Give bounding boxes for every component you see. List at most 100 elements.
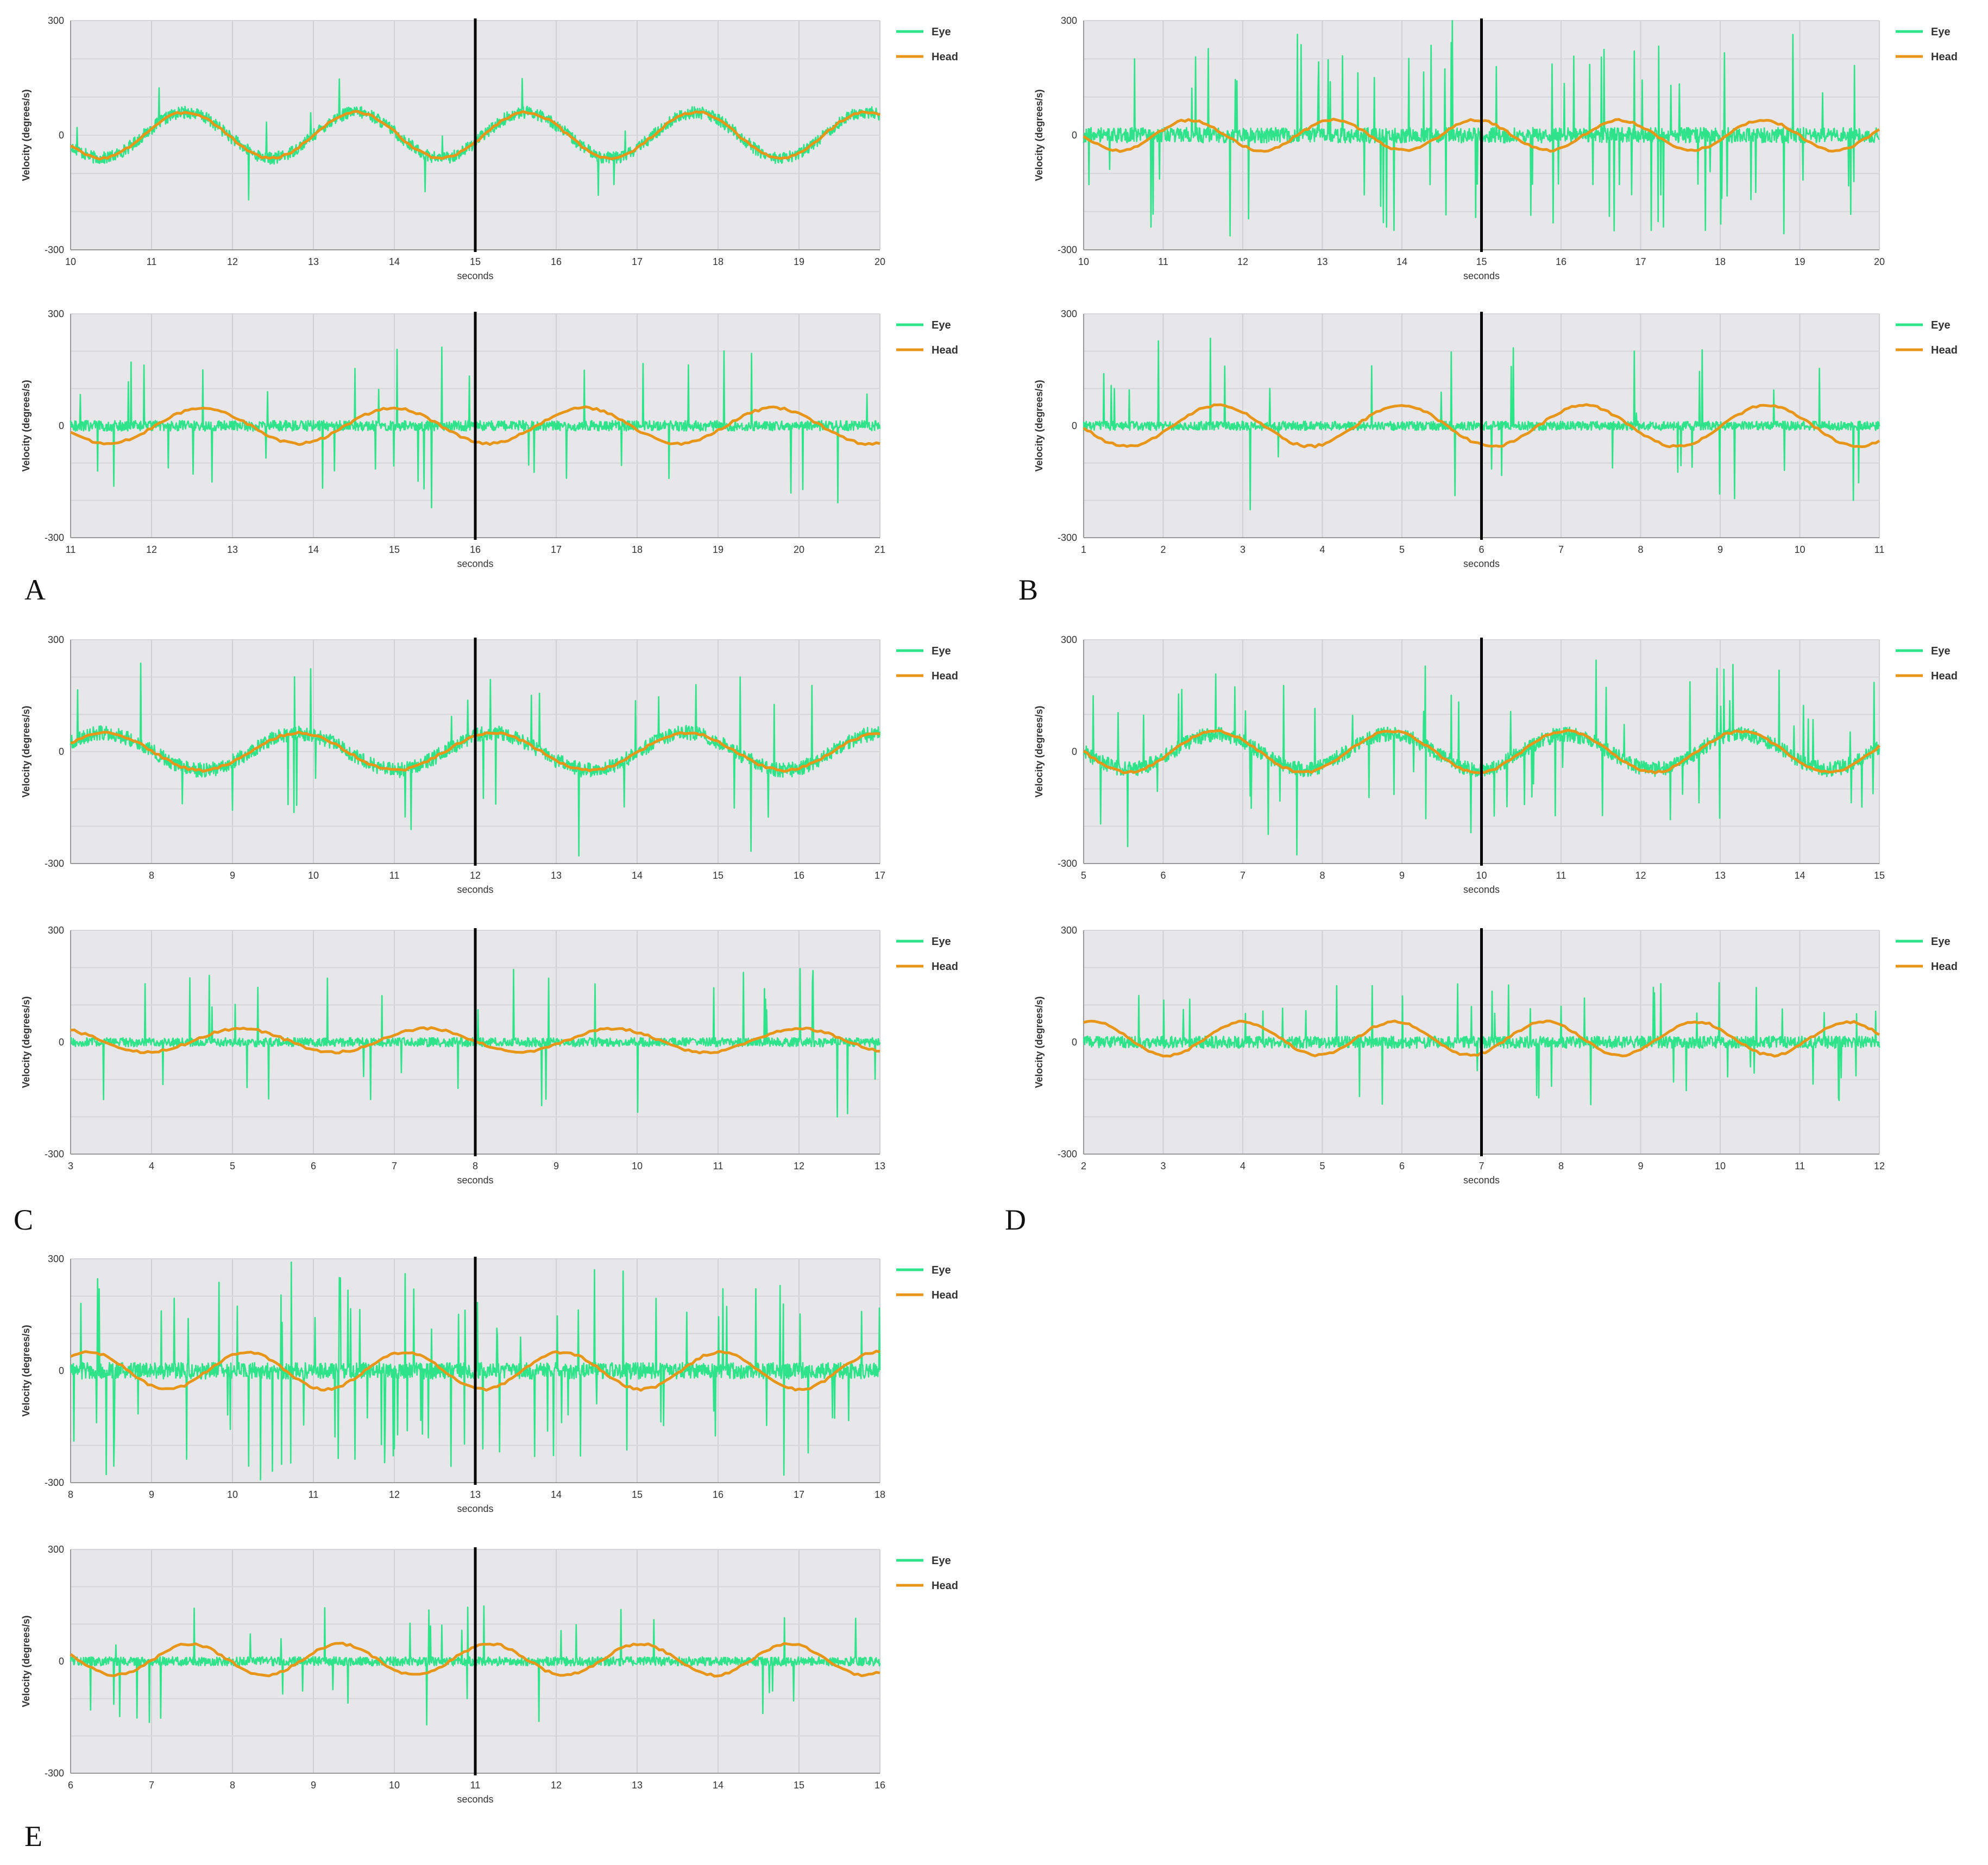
y-axis-label: Velocity (degrees/s) bbox=[1034, 705, 1045, 797]
x-tick-label: 6 bbox=[1160, 870, 1166, 881]
x-tick-label: 9 bbox=[311, 1780, 316, 1791]
y-axis-label: Velocity (degrees/s) bbox=[21, 705, 32, 797]
x-tick-label: 14 bbox=[389, 256, 400, 267]
y-axis-label: Velocity (degrees/s) bbox=[21, 996, 32, 1088]
x-tick-label: 15 bbox=[713, 870, 724, 881]
y-tick-label: 300 bbox=[48, 308, 64, 319]
x-tick-label: 19 bbox=[713, 544, 724, 555]
chart-d-top: -300 0 300 5 6 7 8 9 10 11 12 13 14 15 seconds Velocity… bbox=[1034, 634, 1958, 895]
y-tick-label: -300 bbox=[45, 244, 64, 255]
x-tick-label: 12 bbox=[551, 1780, 562, 1791]
legend-label-eye: Eye bbox=[932, 319, 951, 331]
x-tick-label: 20 bbox=[1874, 256, 1885, 267]
x-tick-label: 9 bbox=[1399, 870, 1405, 881]
x-tick-label: 15 bbox=[470, 256, 481, 267]
legend-label-eye: Eye bbox=[1931, 645, 1951, 657]
x-tick-label: 15 bbox=[632, 1489, 643, 1500]
x-tick-label: 14 bbox=[1794, 870, 1805, 881]
panel-label-e: E bbox=[24, 1820, 42, 1853]
x-tick-label: 20 bbox=[875, 256, 885, 267]
x-tick-label: 15 bbox=[389, 544, 400, 555]
x-axis-label: seconds bbox=[457, 1175, 493, 1186]
x-tick-label: 3 bbox=[68, 1161, 73, 1171]
y-tick-label: 300 bbox=[48, 925, 64, 936]
x-tick-label: 7 bbox=[392, 1161, 397, 1171]
x-tick-label: 18 bbox=[632, 544, 643, 555]
x-tick-label: 19 bbox=[1794, 256, 1805, 267]
y-tick-label: 0 bbox=[1072, 746, 1077, 757]
x-tick-label: 7 bbox=[1558, 544, 1564, 555]
x-tick-label: 14 bbox=[713, 1780, 724, 1791]
x-tick-label: 21 bbox=[875, 544, 885, 555]
x-tick-label: 2 bbox=[1081, 1161, 1086, 1171]
x-tick-label: 8 bbox=[1638, 544, 1643, 555]
legend-label-head: Head bbox=[1931, 961, 1958, 973]
y-axis-label: Velocity (degrees/s) bbox=[21, 1325, 32, 1416]
x-tick-label: 13 bbox=[632, 1780, 643, 1791]
x-tick-label: 4 bbox=[149, 1161, 154, 1171]
legend-label-head: Head bbox=[932, 670, 958, 682]
x-tick-label: 17 bbox=[875, 870, 885, 881]
x-tick-label: 13 bbox=[551, 870, 562, 881]
x-tick-label: 10 bbox=[389, 1780, 400, 1791]
x-tick-label: 13 bbox=[875, 1161, 885, 1171]
y-tick-label: 300 bbox=[48, 15, 64, 26]
y-tick-label: -300 bbox=[45, 1768, 64, 1779]
x-tick-label: 16 bbox=[551, 256, 562, 267]
x-tick-label: 5 bbox=[230, 1161, 235, 1171]
panel-label-c: C bbox=[14, 1204, 34, 1236]
legend-label-head: Head bbox=[932, 1289, 958, 1301]
y-tick-label: -300 bbox=[1058, 532, 1077, 543]
legend-label-head: Head bbox=[1931, 51, 1958, 63]
x-tick-label: 14 bbox=[632, 870, 643, 881]
x-axis-label: seconds bbox=[457, 1794, 493, 1805]
x-tick-label: 12 bbox=[227, 256, 238, 267]
chart-e-bottom: -300 0 300 6 7 8 9 10 11 12 13 14 15 16 seconds Velocit… bbox=[21, 1544, 958, 1805]
x-tick-label: 11 bbox=[713, 1161, 724, 1171]
chart-b-bottom: -300 0 300 1 2 3 4 5 6 7 8 9 10 11 seconds Velocity (de… bbox=[1034, 308, 1958, 569]
y-tick-label: 0 bbox=[59, 1656, 64, 1667]
x-tick-label: 16 bbox=[794, 870, 804, 881]
y-tick-label: 300 bbox=[1061, 308, 1077, 319]
x-tick-label: 17 bbox=[1635, 256, 1646, 267]
x-tick-label: 16 bbox=[470, 544, 481, 555]
panel-label-b: B bbox=[1018, 574, 1039, 606]
chart-a-bottom: -300 0 300 11 12 13 14 15 16 17 18 19 20 21 seconds Vel… bbox=[21, 308, 958, 569]
legend-label-eye: Eye bbox=[1931, 319, 1951, 331]
x-tick-label: 13 bbox=[1715, 870, 1726, 881]
x-tick-label: 13 bbox=[1317, 256, 1328, 267]
legend-label-head: Head bbox=[932, 1580, 958, 1592]
x-tick-label: 12 bbox=[146, 544, 157, 555]
y-tick-label: 300 bbox=[48, 1544, 64, 1555]
legend-label-eye: Eye bbox=[1931, 936, 1951, 948]
y-tick-label: 0 bbox=[1072, 1037, 1077, 1048]
y-tick-label: 300 bbox=[1061, 15, 1077, 26]
y-tick-label: -300 bbox=[45, 532, 64, 543]
x-tick-label: 16 bbox=[713, 1489, 724, 1500]
x-tick-label: 6 bbox=[1479, 544, 1484, 555]
x-tick-label: 8 bbox=[1558, 1161, 1564, 1171]
x-tick-label: 13 bbox=[227, 544, 238, 555]
x-tick-label: 11 bbox=[147, 256, 157, 267]
x-tick-label: 10 bbox=[1715, 1161, 1726, 1171]
x-tick-label: 9 bbox=[230, 870, 235, 881]
x-tick-label: 9 bbox=[1718, 544, 1723, 555]
x-tick-label: 11 bbox=[389, 870, 400, 881]
x-tick-label: 16 bbox=[875, 1780, 885, 1791]
chart-c-bottom: -300 0 300 3 4 5 6 7 8 9 10 11 12 13 seconds Velocity (… bbox=[21, 925, 958, 1186]
y-tick-label: 0 bbox=[59, 746, 64, 757]
y-axis-label: Velocity (degrees/s) bbox=[1034, 996, 1045, 1088]
x-tick-label: 11 bbox=[66, 544, 76, 555]
x-tick-label: 8 bbox=[230, 1780, 235, 1791]
x-tick-label: 8 bbox=[68, 1489, 73, 1500]
x-tick-label: 11 bbox=[1158, 256, 1168, 267]
chart-c-top: -300 0 300 8 9 10 11 12 13 14 15 16 17 seconds Velocit… bbox=[21, 634, 958, 895]
y-tick-label: 0 bbox=[1072, 420, 1077, 431]
y-tick-label: 300 bbox=[48, 634, 64, 645]
y-axis-label: Velocity (degrees/s) bbox=[1034, 89, 1045, 181]
x-tick-label: 14 bbox=[308, 544, 319, 555]
x-tick-label: 8 bbox=[473, 1161, 478, 1171]
x-tick-label: 1 bbox=[1081, 544, 1086, 555]
y-tick-label: 300 bbox=[48, 1253, 64, 1264]
